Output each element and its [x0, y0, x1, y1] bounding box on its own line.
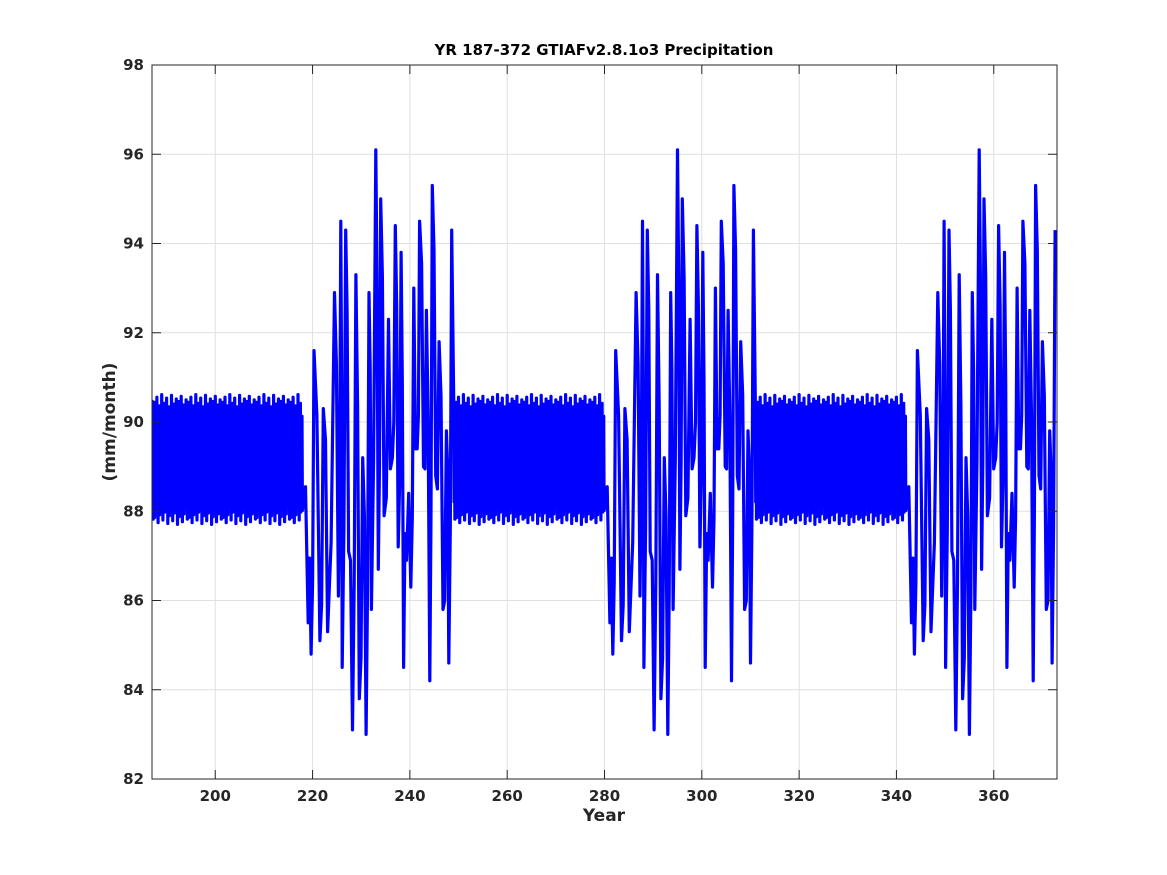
- y-tick-label: 88: [123, 502, 144, 520]
- y-tick-label: 86: [123, 592, 144, 610]
- chart-title: YR 187-372 GTIAFv2.8.1o3 Precipitation: [434, 41, 774, 59]
- x-axis-label: Year: [582, 806, 626, 826]
- x-tick-label: 260: [492, 787, 523, 805]
- y-tick-label: 84: [123, 681, 144, 699]
- precipitation-series-line: [152, 148, 1057, 736]
- x-tick-label: 220: [297, 787, 328, 805]
- y-tick-label: 90: [123, 413, 144, 431]
- y-tick-label: 96: [123, 145, 144, 163]
- x-tick-label: 360: [978, 787, 1009, 805]
- y-tick-label: 94: [123, 235, 144, 253]
- x-tick-label: 240: [394, 787, 425, 805]
- x-tick-label: 280: [589, 787, 620, 805]
- y-tick-label: 98: [123, 56, 144, 74]
- x-tick-label: 200: [200, 787, 231, 805]
- y-axis-label: (mm/month): [100, 363, 120, 482]
- y-tick-label: 92: [123, 324, 144, 342]
- series-layer: [152, 148, 1057, 736]
- ticks: 200 220 240 260 280 300 320 340 360 82 84 86 88 90 92 9…: [123, 56, 1057, 805]
- x-tick-label: 300: [686, 787, 717, 805]
- x-tick-label: 340: [881, 787, 912, 805]
- x-tick-label: 320: [783, 787, 814, 805]
- y-tick-label: 82: [123, 770, 144, 788]
